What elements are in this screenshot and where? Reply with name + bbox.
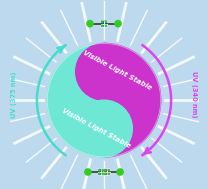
Circle shape bbox=[87, 21, 93, 27]
Circle shape bbox=[76, 100, 132, 157]
Text: UV (375 nm): UV (375 nm) bbox=[11, 71, 17, 118]
Circle shape bbox=[117, 169, 123, 175]
Circle shape bbox=[108, 170, 109, 171]
Text: Visible Light Stable: Visible Light Stable bbox=[82, 49, 152, 91]
Polygon shape bbox=[104, 43, 161, 157]
Circle shape bbox=[102, 173, 103, 174]
Circle shape bbox=[105, 173, 106, 174]
FancyBboxPatch shape bbox=[104, 169, 110, 175]
Circle shape bbox=[102, 25, 103, 26]
Circle shape bbox=[105, 25, 106, 26]
Circle shape bbox=[105, 21, 106, 22]
Circle shape bbox=[102, 21, 103, 22]
Circle shape bbox=[108, 173, 109, 174]
Circle shape bbox=[105, 170, 106, 171]
Circle shape bbox=[99, 173, 100, 174]
Circle shape bbox=[76, 43, 132, 100]
Circle shape bbox=[115, 21, 121, 27]
FancyBboxPatch shape bbox=[98, 169, 104, 175]
Text: UV (340 nm): UV (340 nm) bbox=[191, 71, 197, 118]
Circle shape bbox=[85, 169, 91, 175]
Circle shape bbox=[99, 170, 100, 171]
Circle shape bbox=[47, 43, 161, 157]
FancyBboxPatch shape bbox=[101, 20, 107, 27]
Circle shape bbox=[102, 170, 103, 171]
Text: Visible Light Stable: Visible Light Stable bbox=[61, 108, 132, 149]
